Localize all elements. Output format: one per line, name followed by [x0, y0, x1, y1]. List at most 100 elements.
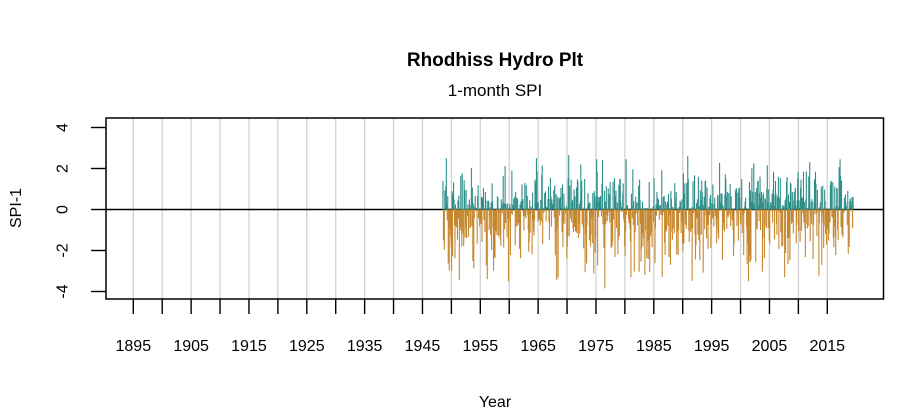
spi-bar	[723, 209, 725, 232]
spi-bar	[513, 198, 515, 210]
spi-bar	[669, 207, 671, 210]
spi-bar	[533, 209, 535, 236]
spi-bar	[630, 209, 632, 278]
spi-bar	[615, 190, 617, 210]
spi-bar	[743, 209, 745, 256]
spi-bar	[564, 209, 566, 224]
spi-bar	[559, 209, 561, 216]
spi-bar	[496, 209, 498, 235]
spi-bar	[546, 207, 548, 210]
spi-bar	[599, 197, 601, 210]
spi-bar	[658, 209, 660, 220]
spi-bar	[557, 209, 559, 278]
spi-bar	[697, 176, 699, 210]
spi-bar	[661, 209, 663, 278]
spi-bar	[462, 208, 464, 210]
spi-bar	[486, 209, 488, 280]
spi-bar	[784, 200, 786, 210]
spi-bar	[677, 209, 679, 255]
spi-bar	[641, 209, 643, 234]
x-tick-label: 2005	[752, 338, 788, 355]
spi-bar	[691, 207, 693, 210]
spi-bar	[531, 208, 533, 210]
spi-bar	[771, 209, 773, 211]
x-tick-label: 1975	[578, 338, 614, 355]
spi-bar	[800, 209, 803, 231]
spi-bar	[726, 209, 728, 229]
spi-bar	[716, 209, 718, 219]
spi-bar	[815, 183, 817, 210]
spi-bar	[560, 187, 562, 210]
spi-bar	[699, 190, 701, 210]
spi-bar	[494, 209, 496, 258]
spi-bar	[503, 203, 505, 210]
spi-bar	[708, 209, 711, 216]
spi-bar	[781, 205, 783, 210]
spi-bar	[769, 209, 771, 245]
spi-bar	[700, 209, 702, 235]
spi-bar	[616, 202, 618, 210]
spi-bar	[832, 182, 834, 210]
spi-bar	[579, 209, 581, 234]
spi-bar	[808, 176, 810, 210]
spi-bar	[666, 209, 668, 230]
spi-bar	[671, 209, 673, 241]
spi-bar	[542, 209, 544, 245]
spi-bar	[755, 209, 757, 230]
spi-bar	[816, 209, 818, 237]
x-tick-label: 1945	[405, 338, 441, 355]
spi-bar	[572, 199, 574, 210]
spi-bar	[468, 199, 471, 210]
spi-bar	[595, 209, 597, 238]
spi-bar	[480, 196, 483, 210]
spi-bar	[452, 209, 454, 257]
spi-bar	[824, 201, 826, 210]
spi-bar	[578, 204, 580, 210]
spi-bar	[809, 209, 811, 242]
y-tick-label: -4	[55, 284, 72, 298]
spi-bar	[459, 209, 461, 231]
spi-bar	[812, 209, 814, 260]
spi-bar	[475, 207, 477, 210]
spi-bar	[741, 209, 743, 234]
spi-bar	[740, 209, 742, 211]
spi-bar	[621, 209, 623, 212]
spi-bar	[824, 189, 826, 210]
spi-bar	[633, 209, 635, 272]
spi-bar	[502, 175, 504, 210]
spi-bar	[576, 209, 578, 234]
spi-bar	[751, 168, 753, 210]
spi-bar	[770, 204, 772, 210]
spi-bar	[695, 203, 697, 210]
spi-bar	[561, 209, 563, 233]
spi-bar	[587, 193, 589, 210]
spi-bar	[728, 209, 730, 215]
spi-bar	[818, 209, 820, 223]
spi-bar	[788, 209, 790, 239]
spi-bar	[472, 209, 474, 261]
spi-bar	[525, 209, 527, 219]
spi-bar	[838, 167, 840, 210]
spi-bar	[790, 183, 792, 210]
spi-bar	[505, 209, 507, 223]
spi-bar	[531, 209, 533, 255]
spi-bar	[709, 194, 711, 210]
spi-bar	[588, 209, 591, 241]
spi-bar	[662, 209, 664, 215]
spi-bar	[631, 209, 633, 219]
spi-bar	[801, 197, 804, 210]
spi-bar	[589, 202, 591, 210]
spi-bar	[456, 209, 458, 240]
spi-bar	[820, 186, 822, 210]
spi-bar	[477, 185, 479, 210]
spi-bar	[504, 166, 506, 210]
spi-bar	[599, 195, 602, 210]
spi-bar	[489, 209, 491, 218]
spi-bar	[754, 191, 756, 210]
spi-bar	[539, 209, 541, 226]
spi-bar	[789, 209, 791, 261]
spi-bar	[848, 209, 850, 247]
spi-bar	[556, 209, 558, 229]
spi-bar	[530, 206, 532, 210]
spi-bar	[704, 209, 706, 230]
